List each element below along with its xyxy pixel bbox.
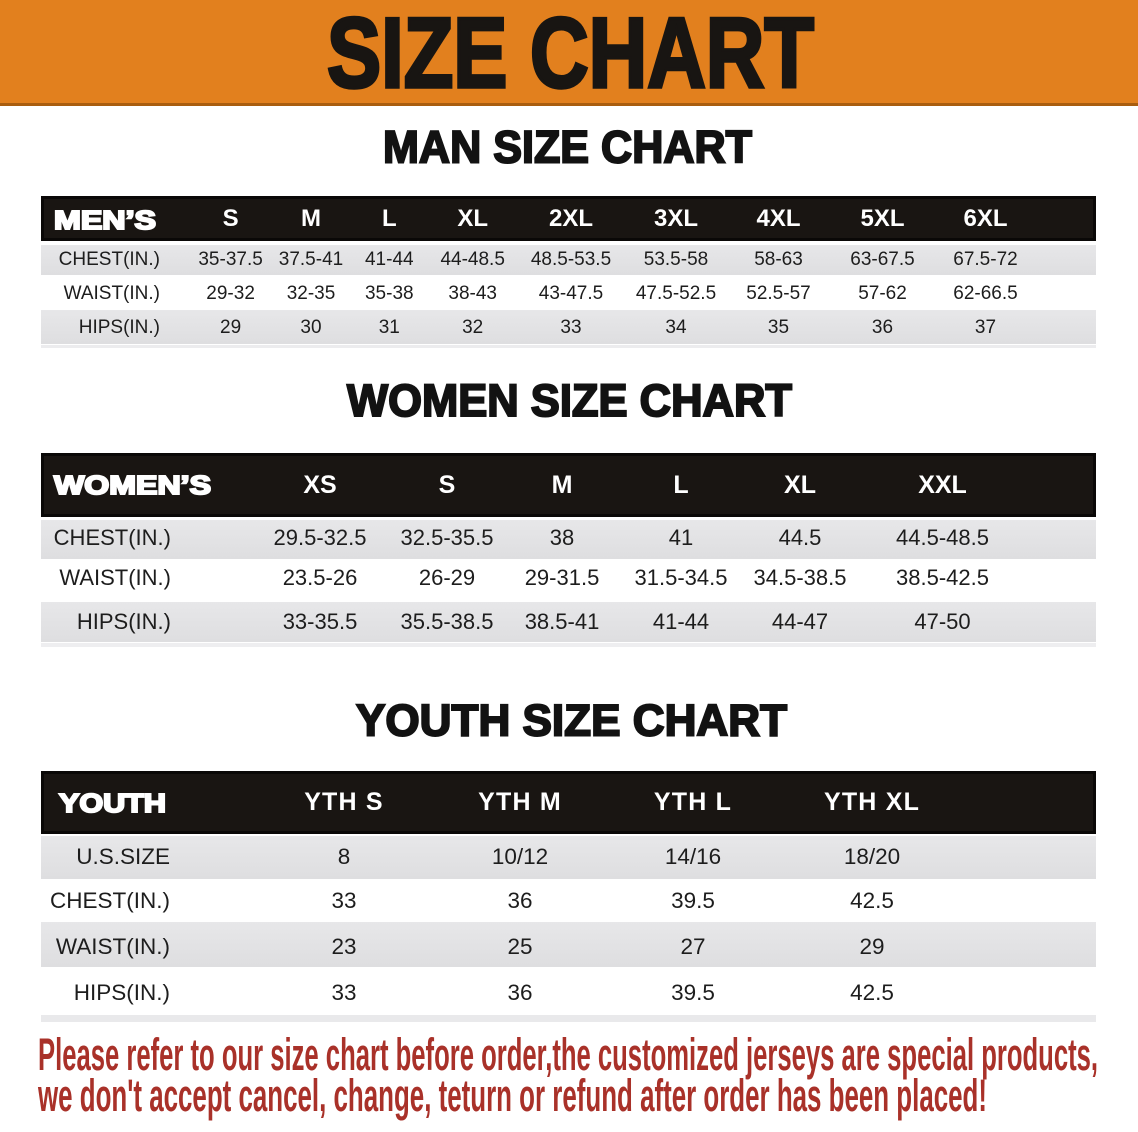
svg-text:YOUTH: YOUTH [59, 788, 166, 818]
svg-text:Please refer to our size chart: Please refer to our size chart before or… [38, 1029, 1098, 1080]
svg-text:WOMEN SIZE CHART: WOMEN SIZE CHART [347, 375, 792, 425]
svg-text:we don't accept cancel, change: we don't accept cancel, change, teturn o… [37, 1070, 987, 1121]
svg-text:WOMEN’S: WOMEN’S [54, 472, 211, 500]
svg-text:MAN SIZE CHART: MAN SIZE CHART [383, 122, 752, 173]
svg-text:MEN’S: MEN’S [54, 207, 156, 235]
svg-text:SIZE CHART: SIZE CHART [327, 0, 814, 103]
svg-text:YOUTH SIZE CHART: YOUTH SIZE CHART [356, 697, 787, 746]
